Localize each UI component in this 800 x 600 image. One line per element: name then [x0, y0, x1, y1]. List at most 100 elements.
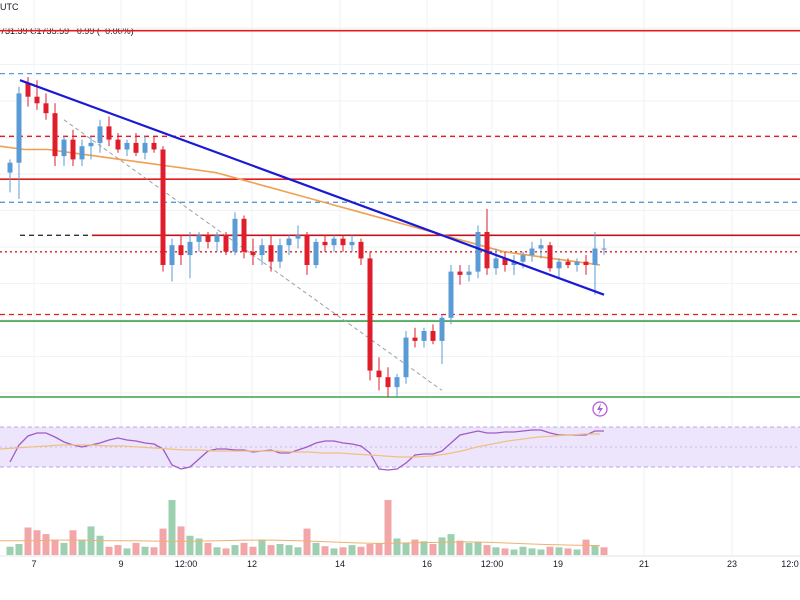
candle-body [340, 238, 346, 246]
volume-bar [375, 542, 383, 555]
lightning-bolt [597, 403, 603, 415]
volume-bar [519, 546, 527, 555]
candle-body [529, 248, 535, 256]
volume-bar [393, 538, 401, 555]
candle-body [250, 251, 256, 256]
volume-bar [141, 546, 149, 555]
volume-bar [285, 545, 293, 555]
candle-body [151, 142, 157, 150]
x-tick-label: 12 [247, 559, 257, 569]
volume-bar [258, 539, 266, 555]
candle-body [277, 245, 283, 262]
candle-body [160, 149, 166, 265]
candle-body [187, 241, 193, 256]
volume-bar [420, 541, 428, 555]
candle-body [313, 241, 319, 265]
volume-bar [528, 548, 536, 555]
candle-body [394, 377, 400, 388]
volume-bar [591, 545, 599, 555]
volume-bar [177, 526, 185, 555]
volume-bar [51, 539, 59, 555]
rsi-line [9, 429, 604, 471]
volume-bar [6, 546, 14, 555]
volume-bar [195, 538, 203, 555]
candle-body [97, 126, 103, 143]
candle-body [61, 139, 67, 157]
candle-body [385, 377, 391, 388]
candle-body [448, 271, 454, 318]
volume-bar [573, 549, 581, 555]
candle-body [358, 241, 364, 259]
volume-bar [321, 546, 329, 555]
rsi-ma-line [0, 433, 600, 458]
candle-body [565, 261, 571, 265]
volume-bar [159, 528, 167, 555]
volume-bar [600, 547, 608, 555]
volume-bar [456, 540, 464, 555]
candle-body [43, 103, 49, 114]
volume-bar [15, 544, 23, 555]
volume-bar [267, 545, 275, 555]
x-tick-label: 16 [422, 559, 432, 569]
volume-bar [276, 544, 284, 555]
candle-body [502, 258, 508, 265]
candle-body [214, 235, 220, 242]
candle-body [259, 245, 265, 256]
volume-bar [348, 545, 356, 555]
volume-bar [294, 547, 302, 555]
candle-body [592, 248, 598, 265]
volume-bar [204, 542, 212, 555]
candle-body [349, 241, 355, 246]
x-tick-label: 21 [639, 559, 649, 569]
candle-body [574, 261, 580, 265]
volume-bar [150, 547, 158, 555]
volume-bar [474, 541, 482, 555]
descending-trendline [19, 79, 605, 296]
volume-bar [555, 547, 563, 555]
candle-body [115, 139, 121, 150]
candle-body [124, 142, 130, 150]
candle-body [466, 271, 472, 275]
candle-body [457, 271, 463, 275]
candle-body [484, 232, 490, 269]
candle-body [88, 142, 94, 147]
volume-bar [438, 537, 446, 555]
volume-bar [105, 546, 113, 555]
volume-bar [213, 547, 221, 555]
candle-body [430, 331, 436, 341]
volume-bar [501, 548, 509, 555]
candle-body [556, 261, 562, 269]
volume-bar [447, 534, 455, 555]
volume-bar [60, 542, 68, 555]
candle-body [133, 142, 139, 153]
volume-bar [564, 548, 572, 555]
candle-body [538, 245, 544, 249]
candle-body [70, 139, 76, 160]
candle-body [331, 238, 337, 246]
x-tick-label: 23 [727, 559, 737, 569]
volume-bar [186, 535, 194, 555]
volume-bar [114, 545, 122, 555]
candle-body [25, 83, 31, 97]
candle-body [520, 255, 526, 262]
candle-body [376, 370, 382, 378]
volume-bar [249, 546, 257, 555]
candle-body [196, 235, 202, 242]
volume-bar [231, 545, 239, 555]
candle-body [583, 261, 589, 265]
volume-bar [510, 549, 518, 555]
candle-body [286, 238, 292, 246]
volume-bar [366, 544, 374, 555]
volume-bar [465, 542, 473, 555]
candle-body [34, 96, 40, 104]
candle-body [241, 218, 247, 252]
volume-ma-line [0, 539, 601, 547]
candle-body [16, 93, 22, 163]
volume-bar [303, 528, 311, 555]
candle-body [205, 235, 211, 242]
candle-body [232, 218, 238, 252]
candle-body [367, 258, 373, 371]
candle-body [601, 248, 607, 250]
